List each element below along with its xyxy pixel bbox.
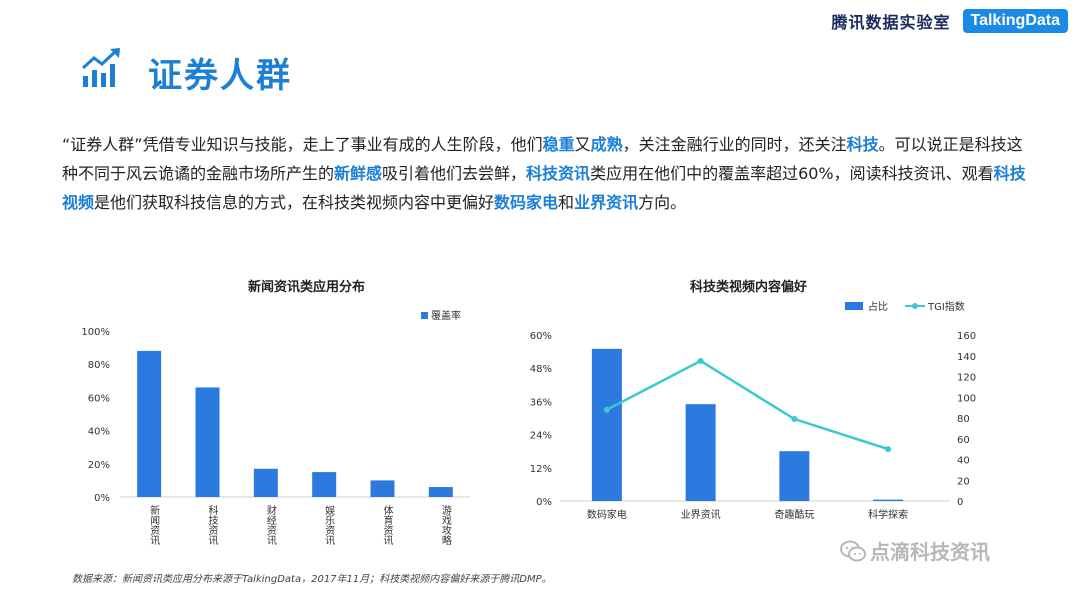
watermark-text: 点滴科技资讯 bbox=[870, 540, 990, 564]
growth-chart-icon bbox=[81, 48, 120, 87]
intro-text: “证券人群”凭借专业知识与技能，走上了事业有成的人生阶段，他们 bbox=[62, 135, 543, 154]
x-tick-label: 科学探索 bbox=[868, 508, 908, 521]
lab-name: 腾讯数据实验室 bbox=[831, 13, 951, 32]
intro-highlight: 业界资讯 bbox=[574, 193, 639, 212]
x-tick-label: 新闻资讯 bbox=[148, 504, 160, 546]
tgi-line bbox=[606, 359, 889, 451]
legend-label-line: TGI指数 bbox=[927, 300, 965, 313]
bar bbox=[685, 404, 716, 501]
legend-swatch-marker bbox=[912, 303, 918, 309]
intro-highlight: 稳重 bbox=[542, 135, 575, 154]
intro-highlight: 新鲜感 bbox=[334, 164, 383, 183]
legend-swatch bbox=[421, 312, 428, 319]
wechat-icon bbox=[840, 540, 866, 561]
chart2-title: 科技类视频内容偏好 bbox=[690, 280, 808, 295]
chart1-title: 新闻资讯类应用分布 bbox=[248, 280, 366, 295]
bar bbox=[591, 348, 622, 501]
legend-label-bar: 占比 bbox=[868, 300, 888, 313]
bar bbox=[137, 350, 162, 497]
bar bbox=[195, 387, 220, 497]
tgi-point bbox=[603, 406, 610, 413]
y-tick-label: 100% bbox=[81, 327, 110, 338]
y2-tick-label: 60 bbox=[957, 435, 970, 446]
bar bbox=[312, 472, 337, 497]
intro-highlight: 科技资讯 bbox=[526, 164, 591, 183]
bar bbox=[253, 468, 278, 497]
y2-tick-label: 0 bbox=[957, 497, 963, 508]
bar bbox=[428, 487, 453, 497]
x-tick-label: 科技资讯 bbox=[206, 504, 218, 546]
x-tick-label: 娱乐资讯 bbox=[323, 504, 335, 546]
intro-highlight: 成熟 bbox=[590, 135, 623, 154]
y2-tick-label: 100 bbox=[957, 393, 976, 404]
y2-tick-label: 20 bbox=[957, 476, 970, 487]
intro-text: 是他们获取科技信息的方式，在科技类视频内容中更偏好 bbox=[94, 193, 495, 212]
y-tick-label: 60% bbox=[88, 393, 110, 404]
intro-highlight: 科技 bbox=[846, 135, 879, 154]
y-tick-label: 24% bbox=[530, 431, 552, 442]
header-bar: 腾讯数据实验室 TalkingData bbox=[831, 8, 1068, 34]
x-tick-label: 奇趣酷玩 bbox=[774, 508, 814, 521]
data-source-note: 数据来源：新闻资讯类应用分布来源于TalkingData，2017年11月；科技… bbox=[72, 574, 552, 585]
y2-tick-label: 80 bbox=[957, 414, 970, 425]
y2-tick-label: 160 bbox=[957, 331, 976, 342]
intro-text: 方向。 bbox=[638, 193, 687, 212]
y-tick-label: 80% bbox=[88, 360, 110, 371]
watermark: 点滴科技资讯 bbox=[840, 536, 990, 565]
intro-highlight: 数码家电 bbox=[494, 193, 559, 212]
intro-paragraph: “证券人群”凭借专业知识与技能，走上了事业有成的人生阶段，他们稳重又成熟，关注金… bbox=[62, 130, 1037, 217]
bar bbox=[873, 499, 904, 501]
x-tick-label: 体育资讯 bbox=[381, 505, 393, 546]
bar bbox=[370, 480, 395, 497]
legend-swatch-bar bbox=[845, 302, 863, 310]
intro-highlight: 科技视频 bbox=[62, 164, 1026, 212]
tgi-point bbox=[885, 446, 892, 453]
x-tick-label: 财经资讯 bbox=[264, 504, 276, 546]
talkingdata-logo: TalkingData bbox=[962, 9, 1068, 33]
intro-text: ，关注金融行业的同时，还关注 bbox=[622, 135, 847, 154]
x-tick-label: 游戏攻略 bbox=[439, 504, 451, 546]
y-tick-label: 60% bbox=[530, 331, 552, 342]
y2-tick-label: 40 bbox=[957, 456, 970, 467]
intro-text: 。可以说正是科技这种不同于风云诡谲的金融市场所产生的 bbox=[62, 135, 1023, 183]
y-tick-label: 48% bbox=[530, 364, 552, 375]
y-tick-label: 0% bbox=[94, 493, 110, 504]
x-tick-label: 业界资讯 bbox=[681, 509, 721, 521]
y-tick-label: 0% bbox=[536, 497, 552, 508]
x-tick-label: 数码家电 bbox=[587, 508, 627, 521]
y-tick-label: 36% bbox=[530, 397, 552, 408]
intro-text: 吸引着他们去尝鲜， bbox=[382, 164, 527, 183]
intro-text: 又 bbox=[574, 135, 591, 154]
intro-text: 和 bbox=[558, 193, 575, 212]
y2-tick-label: 140 bbox=[957, 352, 976, 363]
legend-label: 覆盖率 bbox=[431, 309, 461, 322]
page-title: 证券人群 bbox=[148, 56, 292, 96]
y2-tick-label: 120 bbox=[957, 373, 976, 384]
y-tick-label: 12% bbox=[530, 464, 552, 475]
bar bbox=[779, 451, 810, 501]
intro-text: 类应用在他们中的覆盖率超过60%，阅读科技资讯、观看 bbox=[590, 164, 994, 183]
tgi-point bbox=[697, 357, 704, 364]
y-tick-label: 20% bbox=[88, 460, 110, 471]
tgi-point bbox=[791, 416, 798, 423]
y-tick-label: 40% bbox=[88, 427, 110, 438]
